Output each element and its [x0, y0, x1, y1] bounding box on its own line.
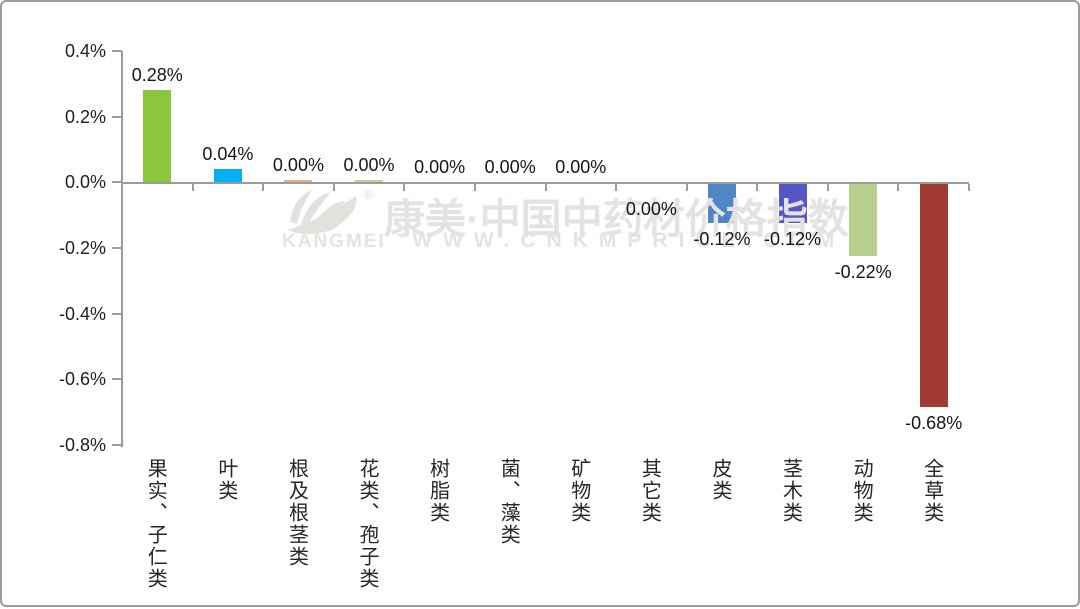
- bar-根及根茎类: [284, 180, 313, 182]
- category-label: 动物类: [850, 458, 873, 524]
- category-label: 矿物类: [567, 458, 590, 524]
- category-label: 树脂类: [426, 458, 449, 524]
- category-label: 果实、子仁类: [144, 458, 167, 590]
- bar-value-label: 0.28%: [131, 65, 183, 86]
- y-axis-tick-label: 0.0%: [64, 172, 106, 193]
- category-label: 花类、孢子类: [356, 458, 379, 590]
- bar-value-label: 0.00%: [555, 157, 607, 177]
- bar-value-label: -0.12%: [693, 229, 751, 250]
- y-axis-tick-label: -0.6%: [58, 369, 106, 390]
- bar-花类、孢子类: [355, 180, 384, 182]
- category-label: 其它类: [638, 458, 661, 524]
- category-label: 菌、藻类: [497, 458, 520, 546]
- y-axis-line: [121, 51, 123, 447]
- bar-value-label: -0.68%: [905, 413, 963, 434]
- category-label: 叶类: [214, 458, 237, 502]
- x-axis-tick: [403, 184, 406, 191]
- x-axis-tick: [544, 184, 547, 191]
- category-label: 根及根茎类: [285, 458, 308, 568]
- bar-value-label: -0.22%: [834, 262, 892, 283]
- category-label: 茎木类: [779, 458, 802, 524]
- bar-果实、子仁类: [143, 90, 172, 182]
- bar-value-label: 0.00%: [484, 157, 536, 177]
- bar-全草类: [919, 184, 948, 408]
- bar-value-label: 0.00%: [272, 155, 324, 175]
- bar-value-label: -0.12%: [764, 229, 822, 250]
- x-axis-tick: [332, 184, 335, 191]
- x-axis-tick: [262, 184, 265, 191]
- x-axis-tick: [473, 184, 476, 191]
- x-axis-tick: [685, 184, 688, 191]
- y-axis-tick-label: -0.4%: [58, 303, 106, 324]
- bar-value-label: 0.00%: [625, 199, 677, 219]
- category-label: 全草类: [920, 458, 943, 524]
- bar-叶类: [213, 168, 242, 182]
- bar-茎木类: [778, 184, 807, 224]
- kangmei-logo-icon: [287, 190, 357, 234]
- y-axis-tick: [112, 444, 122, 446]
- x-axis-tick: [615, 184, 618, 191]
- y-axis-tick: [112, 50, 122, 52]
- y-axis-tick: [112, 312, 122, 315]
- y-axis-tick: [112, 181, 122, 184]
- x-axis-tick: [121, 184, 123, 191]
- x-axis-line: [121, 182, 969, 184]
- watermark-brand-text: KANGMEI: [282, 231, 386, 252]
- x-axis-tick: [191, 184, 194, 191]
- bar-动物类: [849, 184, 878, 257]
- y-axis-tick: [112, 247, 122, 249]
- bar-value-label: 0.04%: [202, 143, 254, 164]
- y-axis-tick: [112, 378, 122, 381]
- y-axis-tick-label: -0.8%: [58, 435, 106, 455]
- bar-皮类: [707, 184, 736, 224]
- y-axis-tick-label: -0.2%: [58, 238, 106, 258]
- category-label: 皮类: [708, 458, 731, 502]
- x-axis-tick: [897, 184, 900, 191]
- x-axis-tick: [826, 184, 829, 191]
- y-axis-tick-label: 0.2%: [64, 106, 106, 127]
- y-axis-tick-label: 0.4%: [64, 41, 106, 61]
- registered-trademark-icon: ®: [364, 188, 373, 202]
- x-axis-tick: [968, 184, 970, 191]
- y-axis-tick: [112, 115, 122, 118]
- bar-value-label: 0.00%: [414, 157, 466, 177]
- bar-value-label: 0.00%: [343, 155, 395, 175]
- x-axis-tick: [756, 184, 759, 191]
